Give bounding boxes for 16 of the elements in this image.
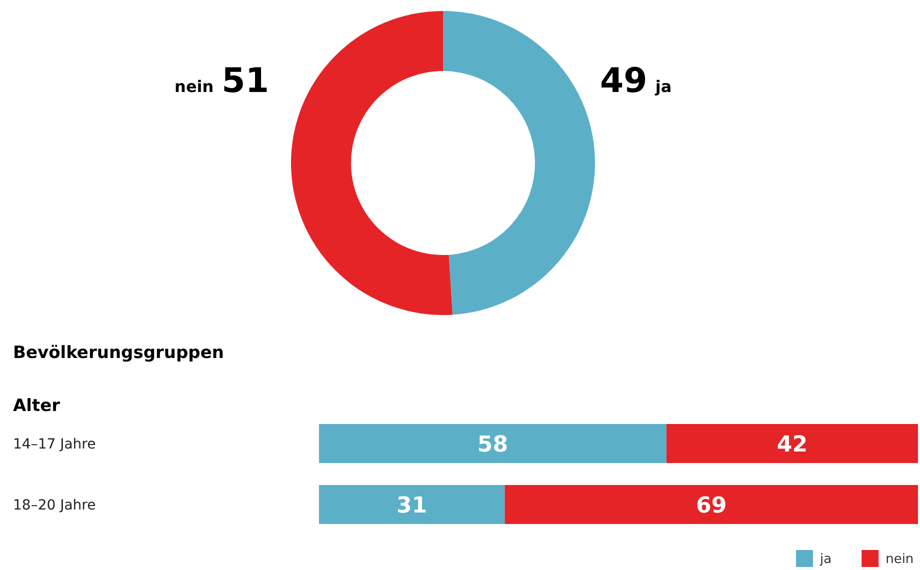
legend-label: ja bbox=[819, 552, 832, 567]
data-label: 58 bbox=[477, 432, 508, 458]
donut-slice bbox=[291, 11, 453, 315]
data-label: 51 bbox=[222, 61, 269, 101]
data-label: 49 bbox=[600, 61, 648, 101]
text: Alter bbox=[13, 396, 61, 416]
text: Bevölkerungsgruppen bbox=[13, 343, 224, 363]
legend-label: nein bbox=[886, 552, 914, 567]
data-label: 31 bbox=[396, 494, 428, 518]
data-label: 69 bbox=[696, 494, 727, 518]
y-tick-label: 18–20 Jahre bbox=[13, 498, 96, 514]
slice-label: nein bbox=[174, 77, 214, 96]
slice-label: ja bbox=[654, 77, 672, 96]
y-tick-label: 14–17 Jahre bbox=[13, 436, 96, 452]
donut-slice bbox=[443, 11, 595, 315]
data-label: 42 bbox=[776, 432, 808, 458]
